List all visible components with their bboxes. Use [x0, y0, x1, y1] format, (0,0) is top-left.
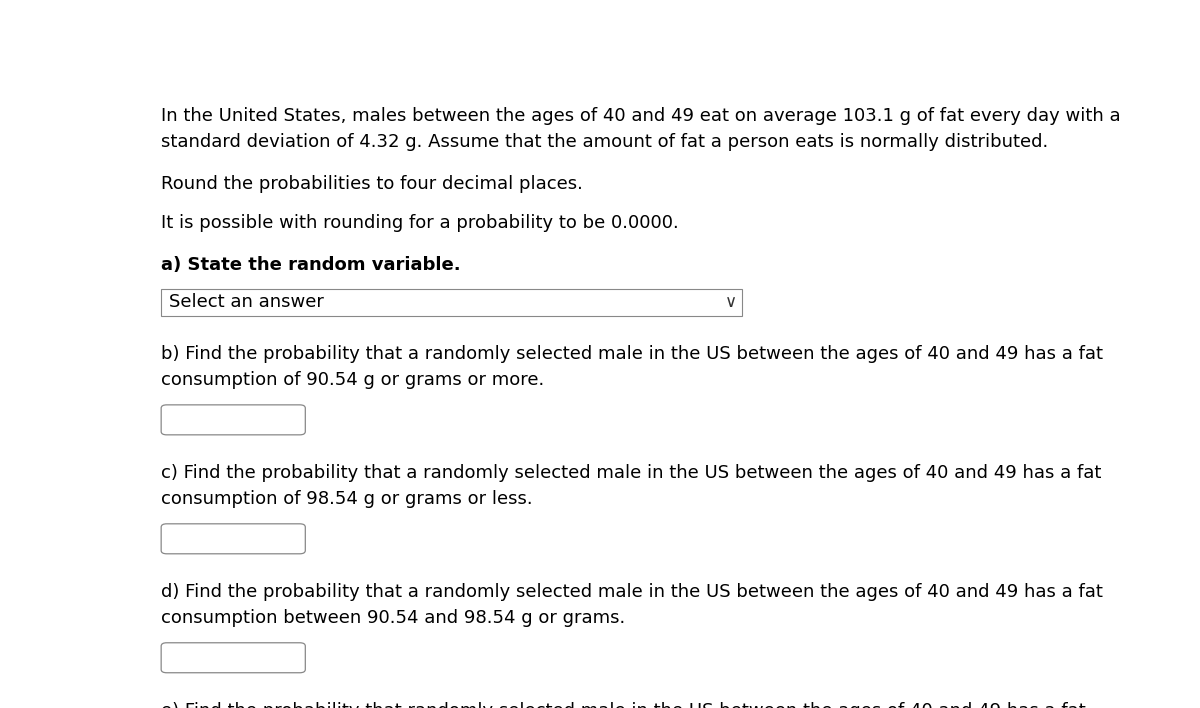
Text: a) State the random variable.: a) State the random variable. [161, 256, 461, 274]
Text: consumption between 90.54 and 98.54 g or grams.: consumption between 90.54 and 98.54 g or… [161, 609, 625, 627]
FancyBboxPatch shape [161, 524, 305, 554]
Text: In the United States, males between the ages of 40 and 49 eat on average 103.1 g: In the United States, males between the … [161, 107, 1121, 125]
Text: standard deviation of 4.32 g. Assume that the amount of fat a person eats is nor: standard deviation of 4.32 g. Assume tha… [161, 133, 1049, 151]
Text: e) Find the probability that randomly selected male in the US between the ages o: e) Find the probability that randomly se… [161, 702, 1086, 708]
Text: Round the probabilities to four decimal places.: Round the probabilities to four decimal … [161, 175, 583, 193]
FancyBboxPatch shape [161, 405, 305, 435]
FancyBboxPatch shape [161, 643, 305, 673]
FancyBboxPatch shape [161, 289, 743, 316]
Text: Select an answer: Select an answer [168, 293, 324, 312]
Text: consumption of 98.54 g or grams or less.: consumption of 98.54 g or grams or less. [161, 490, 533, 508]
Text: consumption of 90.54 g or grams or more.: consumption of 90.54 g or grams or more. [161, 371, 545, 389]
Text: It is possible with rounding for a probability to be 0.0000.: It is possible with rounding for a proba… [161, 214, 679, 232]
Text: d) Find the probability that a randomly selected male in the US between the ages: d) Find the probability that a randomly … [161, 583, 1103, 600]
Text: b) Find the probability that a randomly selected male in the US between the ages: b) Find the probability that a randomly … [161, 345, 1103, 362]
Text: c) Find the probability that a randomly selected male in the US between the ages: c) Find the probability that a randomly … [161, 464, 1102, 481]
Text: ∨: ∨ [725, 293, 737, 312]
